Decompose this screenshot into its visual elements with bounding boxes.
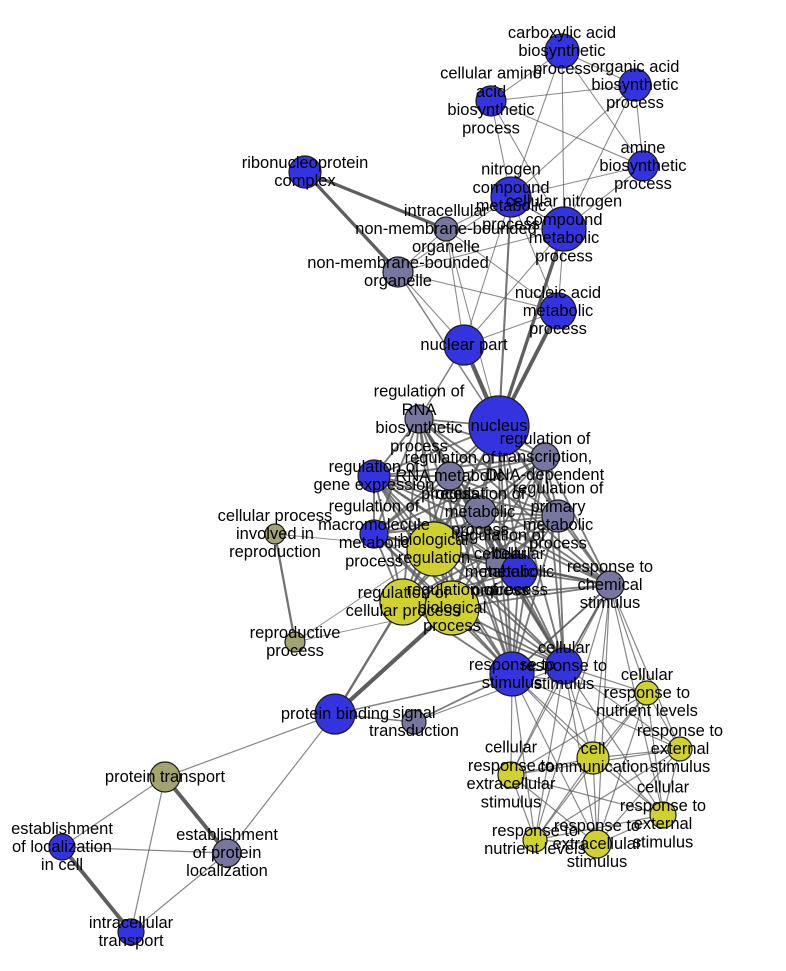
svg-text:protein transport: protein transport [105,768,226,786]
svg-text:nuclear part: nuclear part [420,336,508,354]
svg-text:protein binding: protein binding [281,705,389,723]
